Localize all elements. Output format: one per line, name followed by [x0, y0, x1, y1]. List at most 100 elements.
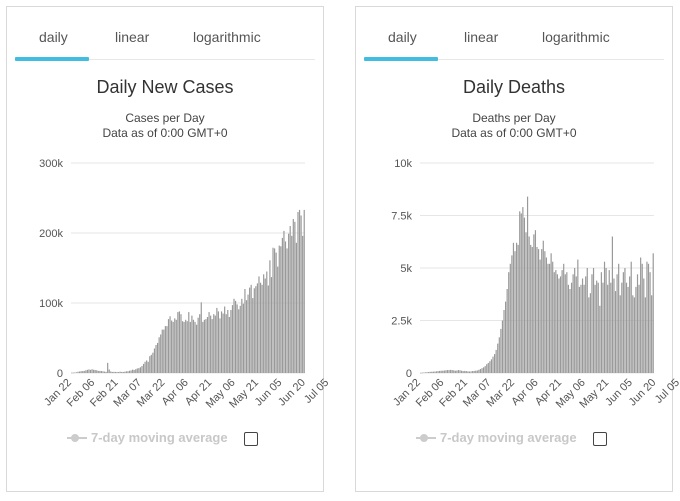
- bar[interactable]: [82, 371, 84, 373]
- bar[interactable]: [138, 368, 140, 373]
- bar[interactable]: [186, 321, 188, 373]
- bar[interactable]: [247, 294, 249, 373]
- bar[interactable]: [252, 298, 254, 373]
- bar[interactable]: [462, 371, 464, 373]
- bar[interactable]: [224, 306, 226, 374]
- bar[interactable]: [231, 305, 234, 373]
- bar[interactable]: [429, 371, 431, 373]
- bar[interactable]: [479, 369, 482, 373]
- bar[interactable]: [515, 242, 518, 373]
- bar[interactable]: [163, 329, 165, 373]
- bar[interactable]: [574, 268, 576, 373]
- bar[interactable]: [228, 317, 230, 373]
- bar[interactable]: [273, 248, 276, 373]
- bar[interactable]: [508, 272, 510, 373]
- bar[interactable]: [586, 268, 588, 373]
- bar[interactable]: [171, 320, 173, 374]
- bar[interactable]: [600, 272, 602, 373]
- bar[interactable]: [591, 274, 593, 373]
- bar[interactable]: [75, 372, 78, 373]
- bar[interactable]: [160, 334, 162, 374]
- bar[interactable]: [116, 371, 118, 373]
- bar[interactable]: [286, 248, 288, 373]
- bar[interactable]: [504, 301, 507, 373]
- bar[interactable]: [117, 372, 120, 373]
- bar[interactable]: [563, 263, 565, 373]
- bar[interactable]: [298, 209, 301, 373]
- bar[interactable]: [281, 237, 283, 373]
- bar[interactable]: [454, 370, 456, 373]
- bar[interactable]: [217, 311, 220, 373]
- bar[interactable]: [564, 274, 566, 373]
- bar[interactable]: [442, 370, 444, 373]
- bar[interactable]: [550, 253, 552, 373]
- bar[interactable]: [596, 280, 598, 373]
- bar[interactable]: [264, 278, 266, 374]
- bar[interactable]: [210, 315, 212, 373]
- bar[interactable]: [465, 371, 467, 373]
- bar[interactable]: [272, 247, 274, 373]
- bar[interactable]: [149, 356, 151, 373]
- bar[interactable]: [611, 236, 613, 374]
- bar[interactable]: [552, 261, 554, 373]
- bar[interactable]: [121, 371, 123, 373]
- bar[interactable]: [627, 286, 629, 373]
- bar[interactable]: [91, 369, 93, 373]
- bar[interactable]: [484, 366, 486, 373]
- bar[interactable]: [211, 319, 213, 373]
- bar[interactable]: [520, 213, 522, 373]
- bar[interactable]: [589, 293, 591, 373]
- bar[interactable]: [608, 270, 610, 373]
- bar[interactable]: [636, 274, 639, 373]
- bar[interactable]: [230, 310, 232, 373]
- bar[interactable]: [525, 232, 527, 373]
- bar[interactable]: [592, 268, 595, 373]
- bar[interactable]: [472, 371, 474, 373]
- bar[interactable]: [534, 230, 537, 373]
- bar[interactable]: [464, 370, 466, 373]
- bar[interactable]: [556, 274, 559, 373]
- bar[interactable]: [258, 276, 260, 373]
- bar[interactable]: [96, 370, 98, 373]
- bar[interactable]: [633, 297, 635, 373]
- bar[interactable]: [555, 270, 557, 373]
- bar[interactable]: [111, 371, 113, 373]
- bar[interactable]: [233, 298, 235, 373]
- bar[interactable]: [490, 359, 493, 373]
- bar[interactable]: [473, 370, 475, 373]
- bar[interactable]: [119, 371, 121, 373]
- bar[interactable]: [453, 370, 455, 373]
- bar[interactable]: [632, 295, 634, 373]
- bar[interactable]: [144, 361, 146, 373]
- bar[interactable]: [292, 219, 294, 373]
- bar[interactable]: [599, 305, 601, 373]
- bar[interactable]: [434, 371, 436, 373]
- bar[interactable]: [197, 317, 199, 373]
- bar[interactable]: [169, 316, 171, 373]
- bar[interactable]: [153, 348, 156, 374]
- bar[interactable]: [495, 349, 497, 373]
- bar[interactable]: [603, 261, 606, 373]
- bar[interactable]: [553, 272, 555, 373]
- bar[interactable]: [624, 268, 626, 373]
- bar[interactable]: [468, 371, 471, 373]
- bar[interactable]: [297, 212, 299, 373]
- tab-daily[interactable]: daily: [388, 29, 417, 45]
- bar[interactable]: [200, 302, 202, 373]
- moving-average-checkbox[interactable]: [244, 432, 258, 446]
- tab-linear[interactable]: linear: [464, 29, 499, 45]
- bar[interactable]: [164, 326, 166, 373]
- bar[interactable]: [561, 270, 563, 373]
- bar[interactable]: [181, 321, 184, 373]
- bar[interactable]: [284, 241, 287, 373]
- bar[interactable]: [440, 370, 442, 373]
- bar[interactable]: [638, 284, 640, 373]
- bar[interactable]: [174, 318, 176, 373]
- bar[interactable]: [607, 284, 609, 373]
- bar[interactable]: [195, 324, 198, 373]
- bar[interactable]: [621, 282, 623, 373]
- bar[interactable]: [575, 276, 577, 373]
- bar[interactable]: [256, 283, 259, 373]
- bar[interactable]: [492, 356, 494, 373]
- bar[interactable]: [594, 284, 596, 373]
